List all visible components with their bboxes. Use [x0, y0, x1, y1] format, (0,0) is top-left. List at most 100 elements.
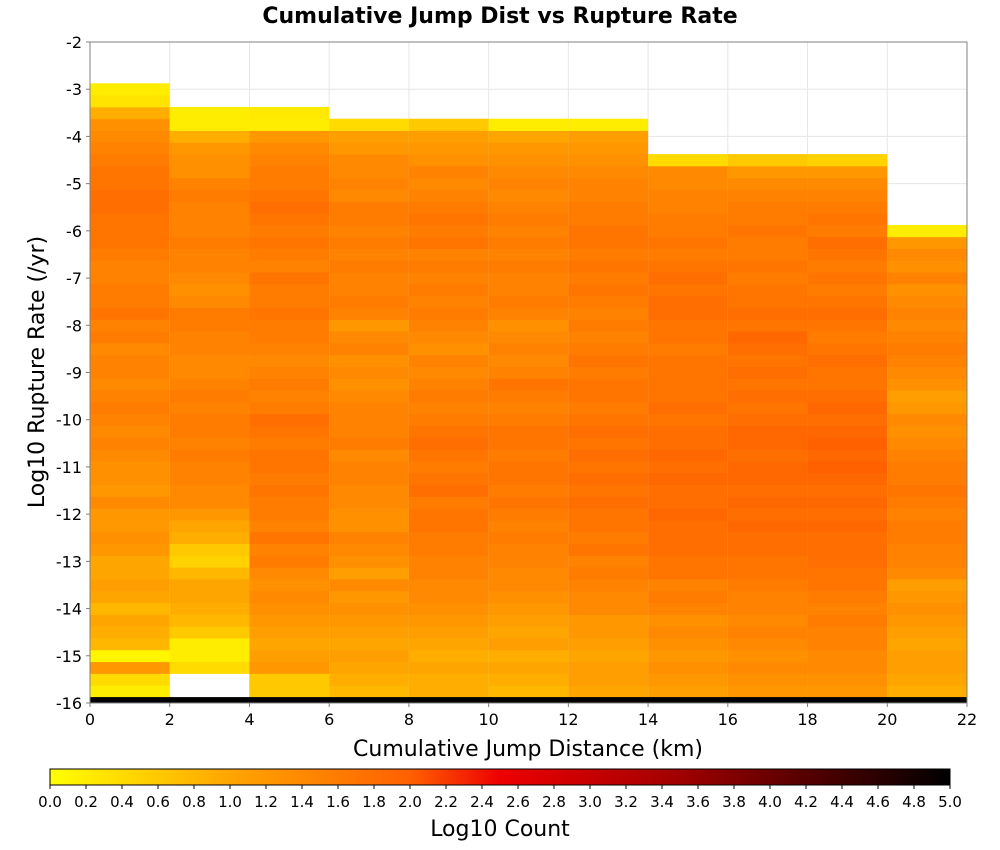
heatmap-cell — [488, 520, 569, 533]
colorbar-tick-label: 2.4 — [470, 793, 494, 811]
heatmap-cell — [408, 449, 489, 462]
heatmap-cell — [90, 496, 170, 509]
heatmap-cell — [727, 484, 808, 497]
heatmap-cell — [249, 402, 330, 415]
heatmap-cell — [329, 154, 409, 167]
heatmap-cell — [329, 555, 409, 568]
heatmap-cell — [90, 106, 170, 120]
heatmap-cell — [568, 118, 649, 131]
heatmap-cell — [648, 638, 728, 651]
heatmap-cell — [169, 461, 250, 474]
heatmap-cell — [807, 567, 888, 580]
heatmap-cell — [408, 165, 489, 179]
heatmap-cell — [408, 484, 489, 497]
heatmap-cell — [169, 638, 250, 651]
heatmap-cell — [408, 602, 489, 615]
heatmap-cell — [648, 520, 728, 533]
heatmap-cell — [329, 272, 409, 285]
heatmap-cell — [807, 319, 888, 332]
heatmap-cell — [408, 567, 489, 580]
heatmap-cell — [90, 177, 170, 190]
heatmap-cell — [727, 402, 808, 415]
heatmap-cell — [169, 649, 250, 663]
x-tick-label: 0 — [85, 710, 95, 729]
heatmap-cell — [568, 260, 649, 273]
heatmap-cell — [887, 390, 967, 403]
heatmap-cell — [488, 165, 569, 179]
x-tick-label: 4 — [244, 710, 254, 729]
heatmap-cell — [648, 531, 728, 545]
heatmap-cell — [648, 413, 728, 427]
y-tick-label: -3 — [66, 80, 82, 99]
heatmap-cell — [249, 307, 330, 320]
heatmap-cell — [169, 342, 250, 356]
heatmap-cell — [887, 579, 967, 592]
heatmap-cell — [648, 378, 728, 391]
heatmap-cell — [169, 236, 250, 249]
heatmap-cell — [807, 354, 888, 367]
x-tick-label: 20 — [877, 710, 897, 729]
heatmap-cell — [648, 614, 728, 627]
heatmap-cell — [408, 307, 489, 320]
heatmap-cell — [408, 248, 489, 261]
heatmap-cell — [329, 295, 409, 308]
heatmap-cell — [568, 484, 649, 497]
heatmap-cell — [887, 649, 967, 663]
heatmap-cell — [727, 165, 808, 179]
heatmap-cell — [807, 272, 888, 285]
heatmap-cell — [568, 496, 649, 509]
heatmap-cell — [169, 130, 250, 143]
heatmap-cell — [488, 555, 569, 568]
heatmap-cell — [169, 378, 250, 391]
heatmap-cell — [807, 390, 888, 403]
heatmap-cell — [169, 189, 250, 202]
heatmap-cell — [329, 579, 409, 592]
heatmap-cell — [727, 366, 808, 379]
heatmap-cell — [249, 472, 330, 486]
heatmap-cell — [408, 685, 489, 698]
heatmap-cell — [568, 342, 649, 356]
heatmap-cell — [408, 673, 489, 686]
heatmap-cell — [408, 614, 489, 627]
heatmap-cell — [408, 649, 489, 663]
heatmap-cell — [807, 531, 888, 545]
heatmap-cell — [329, 614, 409, 627]
heatmap-cell — [90, 602, 170, 615]
heatmap-cell — [408, 661, 489, 674]
heatmap-cell — [727, 685, 808, 698]
heatmap-cell — [648, 213, 728, 226]
heatmap-cell — [329, 130, 409, 143]
heatmap-cell — [488, 567, 569, 580]
heatmap-cell — [488, 177, 569, 190]
heatmap-cell — [90, 520, 170, 533]
heatmap-cell — [488, 496, 569, 509]
heatmap-cell — [488, 673, 569, 686]
heatmap-cell — [807, 201, 888, 214]
heatmap-cell — [648, 496, 728, 509]
heatmap-cell — [169, 331, 250, 344]
heatmap-cell — [408, 413, 489, 427]
heatmap-cell — [90, 307, 170, 320]
heatmap-cell — [408, 331, 489, 344]
heatmap-cell — [568, 626, 649, 639]
heatmap-cell — [249, 484, 330, 497]
heatmap-cell — [887, 472, 967, 486]
y-axis-ticks: -2 -3 -4 -5 -6 -7 -8 -9 -10 -11 -12 -13 -14 -15 -16 — [56, 33, 90, 713]
heatmap-cell — [807, 248, 888, 261]
heatmap-cell — [648, 354, 728, 367]
heatmap-cell — [329, 213, 409, 226]
heatmap-cell — [887, 224, 967, 238]
heatmap-cell — [488, 307, 569, 320]
heatmap-cell — [727, 543, 808, 556]
heatmap-cell — [249, 437, 330, 450]
heatmap-cell — [727, 567, 808, 580]
heatmap-cell — [568, 449, 649, 462]
heatmap-cell — [727, 590, 808, 604]
heatmap-cell — [807, 331, 888, 344]
heatmap-cell — [648, 579, 728, 592]
heatmap-cell — [807, 413, 888, 427]
heatmap-cell — [727, 437, 808, 450]
heatmap-cell — [727, 461, 808, 474]
heatmap-cell — [90, 472, 170, 486]
y-tick-label: -14 — [56, 600, 82, 619]
